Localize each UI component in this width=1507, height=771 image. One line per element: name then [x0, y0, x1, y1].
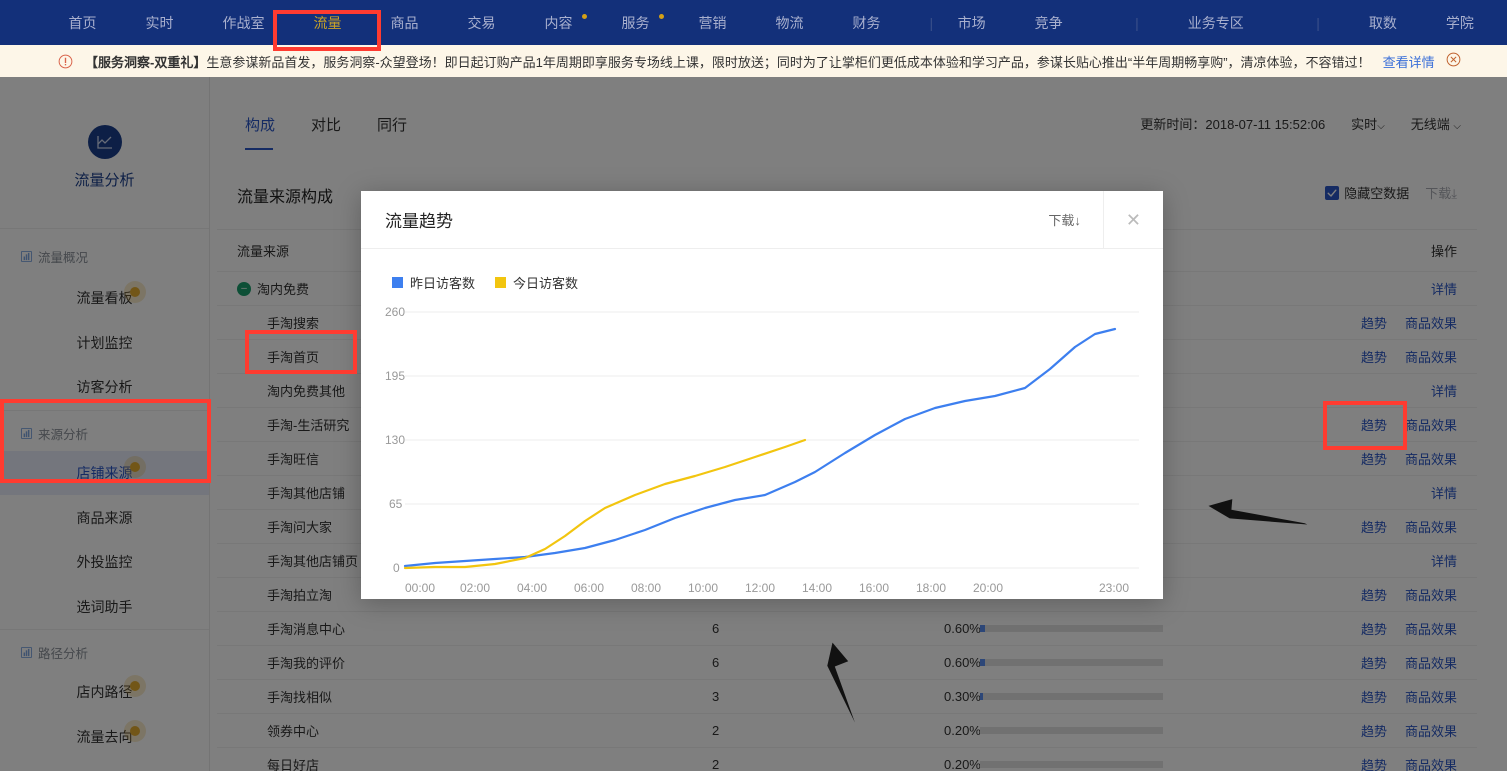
svg-text:0: 0 — [393, 561, 400, 575]
svg-text:260: 260 — [385, 305, 405, 319]
svg-text:10:00: 10:00 — [688, 581, 718, 595]
svg-text:18:00: 18:00 — [916, 581, 946, 595]
svg-text:195: 195 — [385, 369, 405, 383]
svg-text:06:00: 06:00 — [574, 581, 604, 595]
svg-text:65: 65 — [389, 497, 403, 511]
svg-text:20:00: 20:00 — [973, 581, 1003, 595]
svg-text:12:00: 12:00 — [745, 581, 775, 595]
svg-text:04:00: 04:00 — [517, 581, 547, 595]
svg-text:16:00: 16:00 — [859, 581, 889, 595]
svg-text:08:00: 08:00 — [631, 581, 661, 595]
svg-text:130: 130 — [385, 433, 405, 447]
svg-text:02:00: 02:00 — [460, 581, 490, 595]
svg-text:00:00: 00:00 — [405, 581, 435, 595]
svg-text:14:00: 14:00 — [802, 581, 832, 595]
svg-text:23:00: 23:00 — [1099, 581, 1129, 595]
